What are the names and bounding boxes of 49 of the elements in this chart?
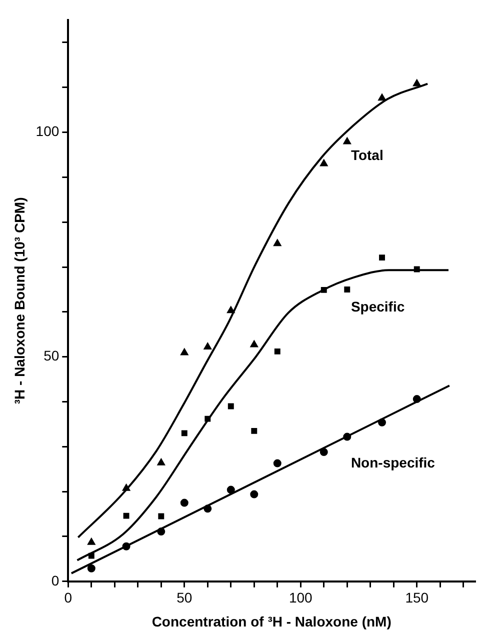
point	[122, 484, 130, 491]
y-tick-label: 100	[36, 123, 60, 140]
series-label: Non-specific	[350, 454, 436, 470]
point	[226, 486, 235, 494]
point	[378, 418, 386, 426]
x-tick-label: 150	[405, 590, 429, 606]
point	[204, 342, 212, 350]
point	[250, 490, 258, 498]
point	[204, 416, 211, 422]
point	[412, 395, 421, 404]
point	[87, 538, 96, 545]
point	[273, 239, 282, 246]
x-tick-label: 100	[288, 590, 313, 606]
point	[414, 266, 420, 272]
point	[320, 159, 328, 166]
series-label: Specific	[350, 298, 405, 315]
x-tick-label: 50	[176, 590, 192, 606]
series-label: Total	[350, 146, 384, 163]
point	[412, 79, 421, 86]
point	[274, 348, 280, 354]
point	[204, 504, 212, 513]
point	[320, 448, 328, 456]
point	[88, 552, 94, 559]
point	[181, 430, 188, 436]
point	[251, 428, 258, 434]
point	[378, 94, 386, 101]
point	[273, 459, 282, 468]
y-tick-label: 50	[44, 348, 60, 364]
point	[379, 254, 385, 261]
point	[226, 306, 235, 314]
point	[228, 403, 234, 410]
x-axis-title: Concentration of ³H - Naloxone (nM)	[152, 613, 392, 630]
point	[157, 528, 166, 536]
point	[122, 542, 130, 550]
x-tick-label: 0	[64, 590, 72, 606]
point	[180, 498, 188, 507]
line-series	[76, 269, 450, 562]
point	[158, 513, 164, 520]
point	[343, 137, 352, 144]
y-tick-label: 0	[51, 572, 60, 588]
y-axis-title: ³H - Naloxone Bound (10³ CPM)	[11, 197, 28, 404]
point	[344, 286, 350, 292]
point	[180, 348, 188, 356]
point	[157, 458, 166, 466]
point	[123, 512, 130, 519]
point	[320, 286, 327, 293]
point	[250, 340, 258, 348]
point	[343, 432, 352, 441]
point	[87, 564, 96, 572]
